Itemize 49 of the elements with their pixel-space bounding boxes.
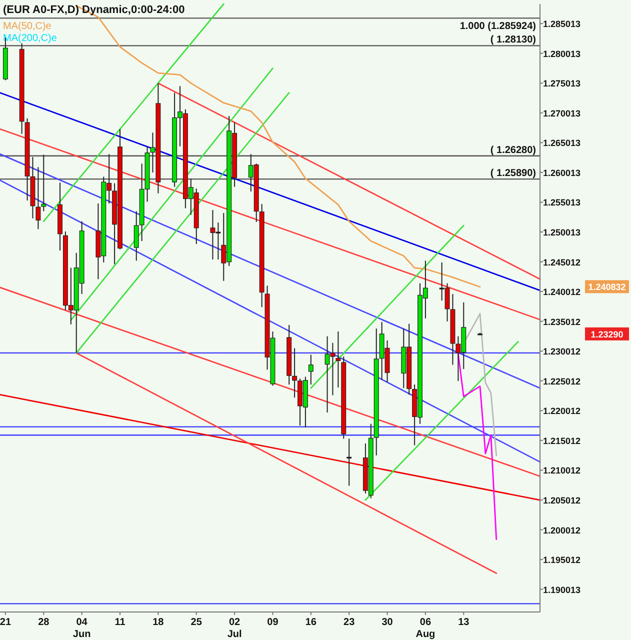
- y-tick-label: 1.260013: [543, 168, 581, 178]
- y-tick-label: 1.230012: [543, 346, 581, 357]
- x-tick-label: 30: [382, 617, 394, 628]
- x2-tick-label: Aug: [416, 629, 436, 640]
- y-tick-label: 1.215012: [543, 436, 581, 446]
- x-tick-label: 16: [305, 617, 317, 628]
- y-tick-label: 1.265013: [543, 138, 581, 148]
- y-tick-label: 1.240012: [543, 287, 581, 298]
- x-tick-label: 11: [114, 617, 126, 628]
- x-tick-label: 13: [458, 617, 470, 628]
- x-tick-label: 02: [228, 617, 241, 628]
- x-tick-label: 28: [38, 617, 50, 628]
- x-tick-label: 06: [420, 617, 432, 628]
- y-tick-label: 1.245012: [543, 257, 581, 268]
- chart-title: (EUR A0-FX,D) Dynamic,0:00-24:00: [3, 4, 185, 16]
- y-tick-label: 1.200012: [543, 525, 581, 536]
- y-tick-label: 1.270013: [543, 108, 581, 118]
- y-tick-label: 1.250013: [543, 227, 581, 238]
- y-tick-label: 1.225012: [543, 376, 581, 386]
- candlestick: [292, 348, 298, 398]
- candlestick: [346, 438, 352, 486]
- y-tick-label: 1.255013: [543, 198, 581, 208]
- legend-label: MA(200,C)e: [3, 33, 58, 44]
- x-tick-label: 09: [267, 617, 279, 628]
- y-tick-label: 1.280013: [543, 48, 581, 59]
- ref-line-label: ( 1.25890): [490, 168, 536, 180]
- y-tick-label: 1.285013: [543, 19, 581, 30]
- x-tick-label: 18: [152, 617, 164, 628]
- y-tick-label: 1.235012: [543, 316, 581, 327]
- candlestick: [336, 331, 341, 388]
- y2-tick-label: 1.240832: [588, 282, 626, 292]
- x2-tick-label: Jun: [72, 629, 91, 640]
- text: MA(50,C)e: [3, 21, 52, 32]
- y-tick-label: 1.190013: [543, 584, 581, 595]
- y-tick-label: 1.220012: [543, 406, 581, 416]
- x2-tick-label: Jul: [227, 629, 242, 640]
- y-tick-label: 1.275013: [543, 78, 581, 89]
- x-tick-label: 21: [0, 617, 12, 628]
- x-tick-label: 23: [344, 617, 356, 628]
- x-tick-label: 04: [76, 617, 88, 628]
- y-tick-label: 1.195012: [543, 555, 581, 566]
- y-tick-label: 1.205012: [543, 495, 581, 506]
- ref-line-label: ( 1.28130): [490, 34, 536, 46]
- y2-tick-label: 1.23290: [590, 329, 624, 340]
- y-tick-label: 1.210012: [543, 466, 581, 476]
- ref-line-label: ( 1.26280): [490, 144, 536, 156]
- candlestick: [308, 354, 314, 386]
- x-tick-label: 25: [190, 617, 202, 628]
- ref-line-label: 1.000 (1.285924): [460, 21, 536, 32]
